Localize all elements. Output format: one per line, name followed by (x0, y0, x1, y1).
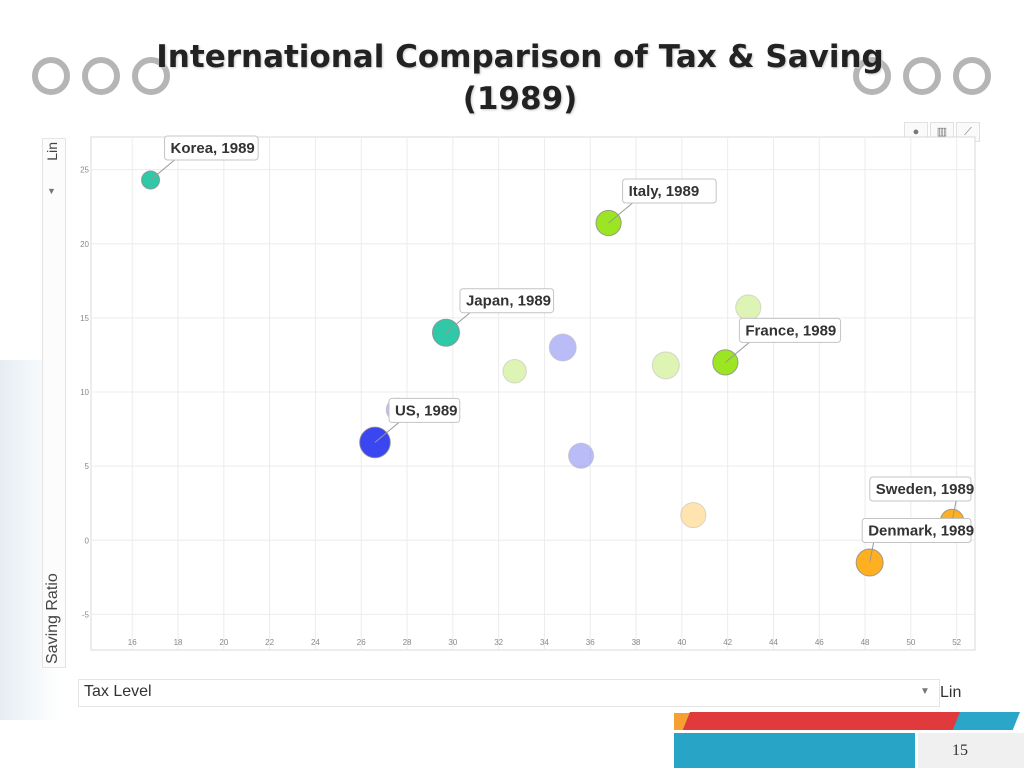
decorative-circle-left-2 (82, 57, 120, 95)
data-label-box (861, 518, 972, 544)
x-tick-label: 34 (540, 638, 549, 647)
x-tick-label: 44 (769, 638, 778, 647)
y-tick-label: -5 (82, 610, 90, 619)
data-point[interactable] (431, 318, 460, 347)
x-tick-label: 40 (677, 638, 686, 647)
x-tick-label: 24 (311, 638, 320, 647)
decorative-circle-right-1 (853, 57, 891, 95)
y-tick-label: 0 (85, 536, 90, 545)
label-leader-line (608, 202, 633, 224)
data-point[interactable] (651, 351, 680, 380)
label-leader-line (445, 312, 471, 334)
x-tick-label: 30 (448, 638, 457, 647)
x-tick-label: 16 (128, 638, 137, 647)
x-tick-label: 48 (861, 638, 870, 647)
x-tick-label: 26 (357, 638, 366, 647)
data-label: Korea, 1989 (171, 140, 255, 157)
data-label: Sweden, 1989 (876, 481, 974, 498)
x-tick-label: 38 (632, 638, 641, 647)
x-axis-label[interactable]: Tax Level (84, 683, 152, 700)
x-tick-label: 46 (815, 638, 824, 647)
x-axis-control-bar (78, 679, 940, 707)
x-tick-label: 50 (906, 638, 915, 647)
x-tick-label: 42 (723, 638, 732, 647)
data-point[interactable] (502, 359, 527, 384)
data-label-box (622, 178, 717, 204)
slide-title: International Comparison of Tax & Saving… (120, 36, 920, 120)
label-leader-line (150, 159, 175, 181)
data-point[interactable] (141, 170, 161, 190)
decorative-circle-right-3 (953, 57, 991, 95)
y-tick-label: 10 (80, 388, 89, 397)
data-point[interactable] (735, 294, 762, 321)
x-tick-label: 52 (952, 638, 961, 647)
data-label-box (164, 135, 259, 161)
data-label-box (388, 397, 461, 423)
data-label: US, 1989 (395, 402, 458, 419)
footer-stripe-teal (952, 712, 1020, 730)
footer-band (674, 733, 919, 768)
data-label: France, 1989 (745, 322, 836, 339)
label-leader-line (374, 422, 400, 443)
x-tick-label: 28 (403, 638, 412, 647)
y-tick-label: 20 (80, 240, 89, 249)
decorative-circle-right-2 (903, 57, 941, 95)
data-point[interactable] (567, 442, 595, 469)
data-label-box (459, 288, 555, 314)
data-label: Japan, 1989 (466, 293, 551, 310)
x-tick-label: 22 (265, 638, 274, 647)
data-point[interactable] (548, 333, 577, 362)
footer-stripe-red (682, 712, 970, 730)
slide-title-line-1: International Comparison of Tax & Saving (156, 39, 884, 75)
x-tick-label: 18 (174, 638, 183, 647)
page-number: 15 (952, 742, 968, 759)
x-axis-dropdown-icon[interactable]: ▼ (920, 686, 930, 697)
y-tick-label: 15 (80, 314, 89, 323)
label-leader-line (869, 542, 875, 563)
slide-title-line-2: (1989) (462, 81, 578, 117)
y-axis-control-panel (42, 138, 66, 668)
x-tick-label: 32 (494, 638, 503, 647)
label-leader-line (951, 500, 957, 522)
x-scale-selector[interactable]: Lin (940, 684, 962, 701)
y-tick-label: 5 (85, 462, 90, 471)
data-point[interactable] (680, 501, 707, 529)
decorative-circle-left-1 (32, 57, 70, 95)
footer-page-box (915, 733, 1024, 768)
y-scale-dropdown-icon[interactable]: ▼ (47, 186, 56, 196)
x-tick-label: 20 (219, 638, 228, 647)
data-label-box (869, 476, 972, 502)
data-label: Denmark, 1989 (868, 523, 974, 540)
y-axis-label[interactable]: Saving Ratio (44, 573, 61, 664)
y-scale-selector[interactable]: Lin (44, 142, 60, 161)
bubble-chart: 16 18 20 22 24 26 28 30 32 34 36 38 40 42 44 46 48 50 52-5… (80, 135, 976, 651)
plot-area (90, 136, 976, 651)
label-leader-line (725, 341, 750, 363)
x-tick-label: 36 (586, 638, 595, 647)
data-label: Italy, 1989 (629, 183, 700, 200)
data-label-box (738, 317, 842, 343)
y-tick-label: 25 (80, 166, 89, 175)
decorative-circle-left-3 (132, 57, 170, 95)
